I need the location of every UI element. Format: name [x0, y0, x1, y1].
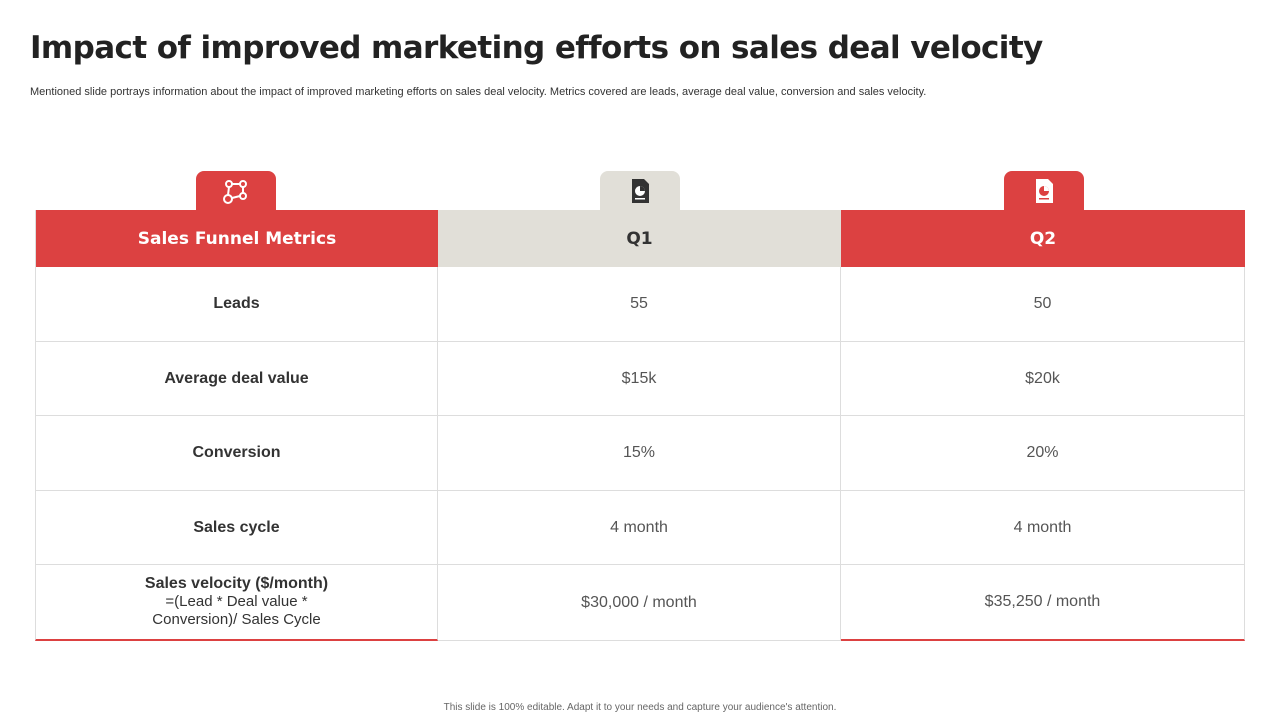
document-chart-icon [1036, 179, 1053, 203]
sales-velocity-formula: =(Lead * Deal value * Conversion)/ Sales… [152, 593, 321, 628]
cell-sales-velocity-q1: $30,000 / month [438, 565, 841, 641]
cell-deal-value-q1: $15k [438, 342, 841, 416]
column-header-q1: Q1 [438, 210, 841, 267]
network-icon [223, 180, 247, 204]
metrics-table: Sales Funnel Metrics Q1 Q2 Leads 55 50 A… [35, 210, 1245, 641]
page-subtitle: Mentioned slide portrays information abo… [30, 86, 927, 98]
row-label-sales-velocity: Sales velocity ($/month) =(Lead * Deal v… [35, 565, 438, 641]
row-label-leads: Leads [35, 267, 438, 342]
cell-leads-q2: 50 [841, 267, 1245, 342]
cell-sales-cycle-q2: 4 month [841, 491, 1245, 565]
cell-sales-velocity-q2: $35,250 / month [841, 565, 1245, 641]
cell-sales-cycle-q1: 4 month [438, 491, 841, 565]
column-header-metrics: Sales Funnel Metrics [35, 210, 438, 267]
row-label-sales-cycle: Sales cycle [35, 491, 438, 565]
q1-icon-tab [600, 171, 680, 211]
footer-note: This slide is 100% editable. Adapt it to… [443, 702, 837, 713]
page-title: Impact of improved marketing efforts on … [30, 30, 1043, 66]
metrics-icon-tab [196, 171, 276, 211]
cell-deal-value-q2: $20k [841, 342, 1245, 416]
cell-conversion-q2: 20% [841, 416, 1245, 491]
cell-conversion-q1: 15% [438, 416, 841, 491]
column-header-q2: Q2 [841, 210, 1245, 267]
row-label-average-deal-value: Average deal value [35, 342, 438, 416]
row-label-conversion: Conversion [35, 416, 438, 491]
q2-icon-tab [1004, 171, 1084, 211]
document-chart-icon [632, 179, 649, 203]
cell-leads-q1: 55 [438, 267, 841, 342]
sales-velocity-title: Sales velocity ($/month) [144, 575, 329, 592]
